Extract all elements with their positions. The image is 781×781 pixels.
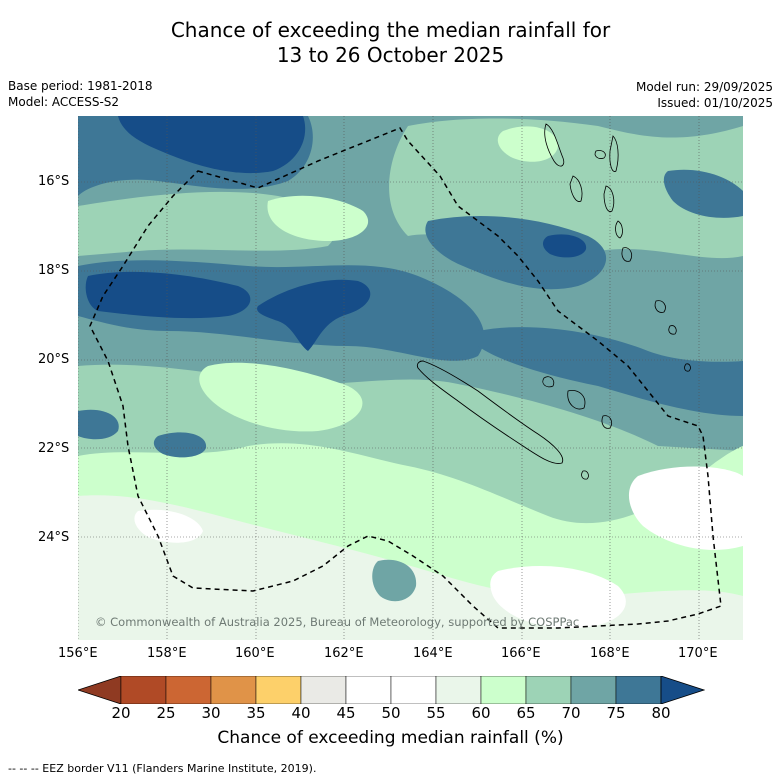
lon-label-162e: 162°E [324,646,364,661]
colorbar-tick-label: 55 [426,704,446,722]
colorbar-segment [255,676,302,704]
title-line-2: 13 to 26 October 2025 [276,43,505,67]
colorbar-segment [300,676,347,704]
band-70-75-south-patch [372,559,417,602]
colorbar-segment [165,676,212,704]
model-run: Model run: 29/09/2025 [635,80,773,94]
colorbar-tick-label: 25 [156,704,176,722]
new-caledonia-coastline [416,360,564,464]
band-60-65-ne [497,126,558,162]
colorbar-tick-label: 20 [111,704,131,722]
lat-label-20s: 20°S [38,352,70,367]
band-50-55-south [490,566,626,629]
lat-label-22s: 22°S [38,441,70,456]
vanuatu-coastline [544,123,677,335]
lon-label-160e: 160°E [235,646,275,661]
colorbar-tick-label: 45 [336,704,356,722]
band-60-65-north [267,195,369,241]
lon-label-166e: 166°E [501,646,541,661]
colorbar-segment [615,676,662,704]
eez-legend-note: -- -- -- EEZ border V11 (Flanders Marine… [8,762,317,775]
colorbar-segment [525,676,572,704]
colorbar-tick-label: 70 [561,704,581,722]
colorbar-tick-label: 50 [381,704,401,722]
lat-label-18s: 18°S [38,263,70,278]
issued-date: Issued: 01/10/2025 [657,96,773,110]
graticule [78,116,743,640]
lon-label-164e: 164°E [413,646,453,661]
lon-label-170e: 170°E [678,646,718,661]
band-50-55-west [134,509,203,543]
colorbar-segment [570,676,617,704]
title-line-1: Chance of exceeding the median rainfall … [170,18,611,42]
lat-label-24s: 24°S [38,530,70,545]
band-75-80-northeast [425,216,607,290]
colorbar-segment [120,676,167,704]
colorbar-tick-label: 30 [201,704,221,722]
band-75-80-sw-patch [153,432,207,458]
base-period: Base period: 1981-2018 [8,79,153,93]
copyright-notice: © Commonwealth of Australia 2025, Bureau… [95,615,579,629]
lat-label-16s: 16°S [38,174,70,189]
map-title: Chance of exceeding the median rainfall … [0,18,781,68]
band-75-80-west-patch [78,409,119,440]
colorbar-extension-high [660,676,705,704]
loyalty-islands-coastline [542,363,691,480]
colorbar-tick-label: 40 [291,704,311,722]
colorbar-segment [435,676,482,704]
band-above-80-east [542,234,587,258]
lon-label-168e: 168°E [590,646,630,661]
band-75-80-east [478,327,743,416]
colorbar-tick-label: 60 [471,704,491,722]
band-50-55-east [628,466,743,550]
band-above-80-center [257,279,371,351]
colorbar-tick-label: 75 [606,704,626,722]
colorbar [78,676,705,704]
colorbar-tick-label: 80 [651,704,671,722]
meta-right: Model run: 29/09/2025 Issued: 01/10/2025 [636,79,773,111]
band-60-65-center [199,362,363,432]
rainfall-map: © Commonwealth of Australia 2025, Bureau… [78,116,743,640]
colorbar-title: Chance of exceeding median rainfall (%) [217,728,564,748]
lon-label-158e: 158°E [147,646,187,661]
colorbar-segment [210,676,257,704]
band-above-80-north [118,116,306,174]
colorbar-segment [480,676,527,704]
colorbar-segment [390,676,437,704]
model-name: Model: ACCESS-S2 [8,95,120,109]
meta-left: Base period: 1981-2018 Model: ACCESS-S2 [8,78,153,110]
band-above-80-west [85,271,251,319]
lon-label-156e: 156°E [58,646,98,661]
colorbar-segment [345,676,392,704]
colorbar-extension-low [78,676,122,704]
colorbar-tick-label: 35 [246,704,266,722]
colorbar-tick-label: 65 [516,704,536,722]
